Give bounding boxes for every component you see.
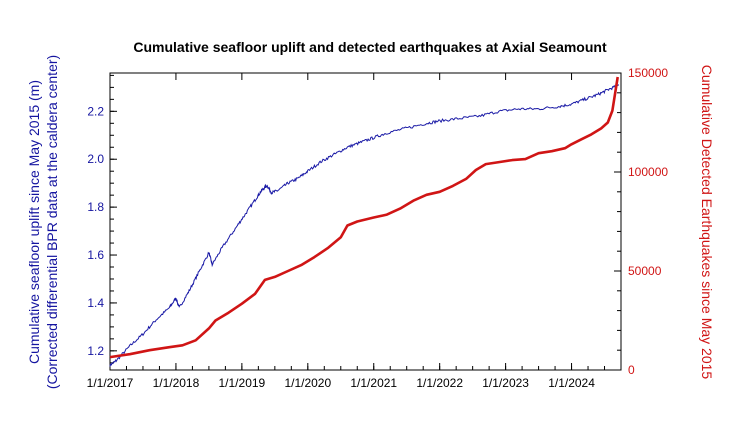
series-layer — [109, 76, 619, 367]
x-tick-label: 1/1/2017 — [87, 376, 134, 390]
x-tick-label: 1/1/2019 — [219, 376, 266, 390]
left-y-label-line1: Cumulative seafloor uplift since May 201… — [26, 80, 42, 364]
x-tick-label: 1/1/2022 — [416, 376, 463, 390]
left-tick-label: 1.6 — [87, 248, 104, 262]
earthquakes-series-line — [109, 76, 619, 359]
x-tick-label: 1/1/2024 — [548, 376, 595, 390]
left-tick-label: 1.2 — [87, 344, 104, 358]
right-y-axis: 0 50000 100000 150000 — [614, 66, 668, 377]
right-tick-label: 150000 — [628, 66, 668, 80]
x-tick-label: 1/1/2021 — [350, 376, 397, 390]
left-y-label-line2: (Corrected differential BPR data at the … — [44, 55, 60, 389]
right-tick-label: 50000 — [628, 264, 662, 278]
chart-title: Cumulative seafloor uplift and detected … — [133, 39, 607, 55]
x-tick-label: 1/1/2018 — [153, 376, 200, 390]
left-tick-label: 1.4 — [87, 296, 104, 310]
left-tick-label: 1.8 — [87, 200, 104, 214]
left-tick-label: 2.2 — [87, 104, 104, 118]
right-tick-label: 0 — [628, 363, 635, 377]
right-tick-label: 100000 — [628, 165, 668, 179]
x-axis: 1/1/2017 1/1/2018 1/1/2019 1/1/2020 1/1/2021… — [87, 73, 622, 390]
left-y-axis: 1.2 1.4 1.6 1.8 2.0 2.2 — [87, 74, 117, 364]
x-tick-label: 1/1/2020 — [284, 376, 331, 390]
x-tick-label: 1/1/2023 — [482, 376, 529, 390]
uplift-series-line — [109, 83, 619, 367]
left-tick-label: 2.0 — [87, 152, 104, 166]
plot-frame — [109, 72, 622, 371]
right-y-label: Cumulative Detected Earthquakes since Ma… — [699, 65, 715, 380]
